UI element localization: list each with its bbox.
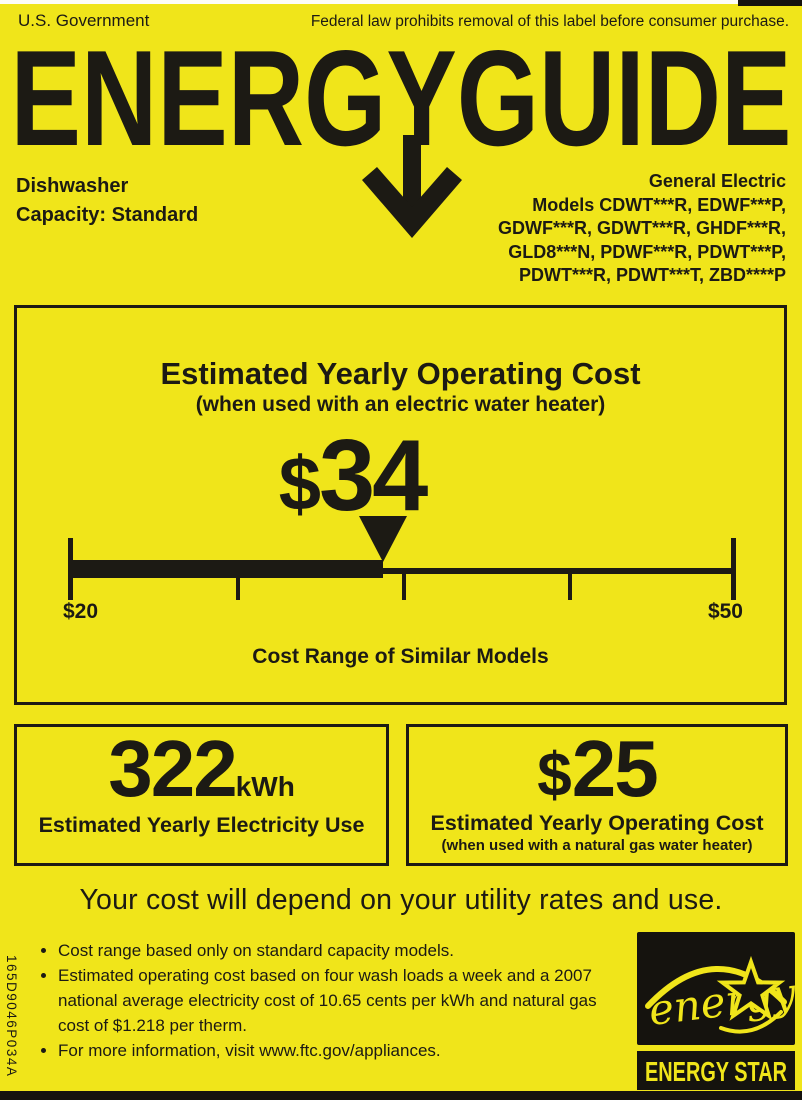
energy-star-emblem-bg	[637, 932, 795, 1045]
model-line: PDWT***R, PDWT***T, ZBD****P	[518, 265, 786, 285]
energy-star-wordmark: ENERGY STAR	[645, 1056, 787, 1087]
model-line: Models CDWT***R, EDWF***P,	[532, 194, 786, 215]
scale-min-label: $20	[63, 600, 99, 623]
scale-tick-min	[68, 538, 73, 600]
gas-value-row: $25	[409, 729, 785, 810]
scale-caption: Cost Range of Similar Models	[252, 645, 549, 668]
bottom-edge-bar	[0, 1091, 802, 1100]
product-capacity: Capacity: Standard	[16, 204, 199, 226]
cost-box-subtitle: (when used with an electric water heater…	[195, 393, 606, 416]
cost-amount: 34	[318, 420, 428, 532]
energy-star-logo: energy ENERGY STAR	[637, 932, 795, 1090]
federal-law-text: Federal law prohibits removal of this la…	[310, 13, 789, 30]
top-edge-strip	[0, 0, 802, 4]
energy-star-swoosh	[719, 1010, 783, 1034]
electricity-value-row: 322kWh	[17, 729, 386, 809]
electricity-use-box: 322kWh Estimated Yearly Electricity Use	[14, 724, 389, 866]
model-line: GLD8***N, PDWF***R, PDWT***P,	[508, 241, 786, 262]
energy-guide-title-graphic: ENERGYGUIDE	[11, 40, 792, 238]
estimated-cost-box: Estimated Yearly Operating Cost (when us…	[14, 305, 787, 705]
label-part-number: 165D9046P034A	[4, 955, 19, 1078]
energy-star-wordmark-bg	[637, 1051, 795, 1090]
utility-rates-note: Your cost will depend on your utility ra…	[79, 884, 723, 916]
down-arrow-icon	[362, 135, 462, 238]
energy-guide-title: ENERGYGUIDE	[11, 40, 792, 174]
dollar-sign: $	[278, 442, 321, 527]
electricity-value: 322	[108, 724, 237, 813]
scale-filled-range	[70, 560, 383, 578]
product-type: Dishwasher	[16, 175, 129, 197]
star-icon	[716, 955, 786, 1021]
bullet-item: For more information, visit www.ftc.gov/…	[58, 1038, 618, 1063]
electricity-label: Estimated Yearly Electricity Use	[38, 813, 365, 837]
product-info: Dishwasher Capacity: Standard	[16, 172, 198, 230]
bullet-item: Cost range based only on standard capaci…	[58, 938, 618, 963]
manufacturer-models: General Electric Models CDWT***R, EDWF**…	[498, 170, 786, 288]
gas-cost-label: Estimated Yearly Operating Cost	[430, 811, 764, 835]
top-right-edge	[738, 0, 802, 6]
footnote-list: Cost range based only on standard capaci…	[36, 938, 618, 1063]
model-line: GDWF***R, GDWT***R, GHDF***R,	[497, 218, 786, 238]
scale-tick-half	[402, 570, 406, 600]
cost-box-title: Estimated Yearly Operating Cost	[160, 356, 641, 391]
gas-cost-value: 25	[571, 724, 659, 813]
us-government-text: U.S. Government	[18, 11, 150, 30]
scale-tick-max	[731, 538, 736, 600]
cost-pointer-triangle-icon	[359, 516, 407, 562]
manufacturer-name: General Electric	[648, 171, 786, 191]
gas-cost-sublabel: (when used with a natural gas water heat…	[441, 837, 753, 854]
scale-tick-quarter	[236, 570, 240, 600]
bullet-item: Estimated operating cost based on four w…	[58, 963, 618, 1038]
scale-tick-threequarter	[568, 570, 572, 600]
scale-max-label: $50	[707, 600, 743, 623]
yearly-cost-value: $34	[132, 426, 572, 527]
gas-cost-box: $25 Estimated Yearly Operating Cost (whe…	[406, 724, 788, 866]
dollar-sign: $	[537, 741, 572, 810]
electricity-unit: kWh	[235, 771, 295, 802]
